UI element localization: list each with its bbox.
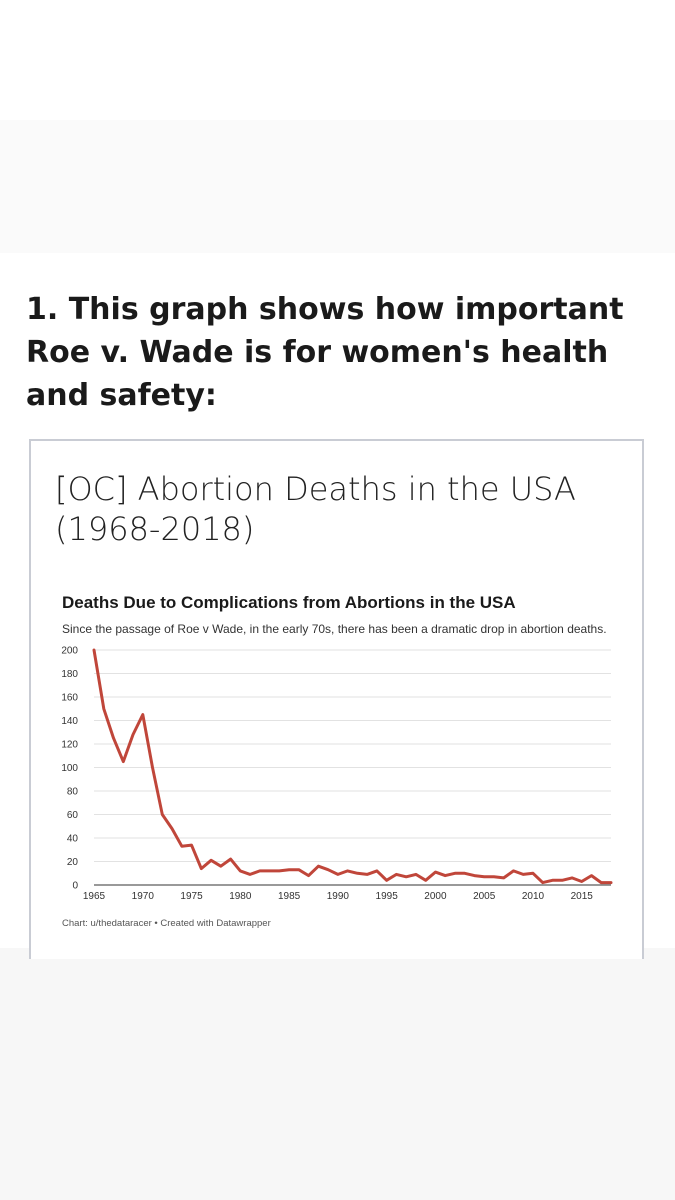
y-tick-label: 160 xyxy=(61,693,78,704)
data-point xyxy=(512,870,515,873)
data-point xyxy=(473,874,476,877)
chart-subtitle: Since the passage of Roe v Wade, in the … xyxy=(62,622,607,636)
data-point xyxy=(580,880,583,883)
data-point xyxy=(502,877,505,880)
data-point xyxy=(561,879,564,882)
mid-background xyxy=(0,120,675,253)
data-point xyxy=(385,879,388,882)
data-point xyxy=(288,868,291,871)
grid-lines xyxy=(94,649,611,886)
top-background xyxy=(0,0,675,120)
x-tick-label: 1975 xyxy=(180,891,203,902)
data-point xyxy=(522,873,525,876)
data-point xyxy=(190,844,193,847)
data-point xyxy=(424,879,427,882)
data-point xyxy=(249,873,252,876)
data-point xyxy=(395,873,398,876)
chart-title: Deaths Due to Complications from Abortio… xyxy=(62,593,516,612)
x-tick-label: 1965 xyxy=(83,891,106,902)
series xyxy=(92,648,613,885)
data-point xyxy=(141,713,144,716)
x-tick-label: 2015 xyxy=(571,891,594,902)
data-point xyxy=(415,873,418,876)
x-tick-label: 1985 xyxy=(278,891,301,902)
data-point xyxy=(600,881,603,884)
post-card: [OC] Abortion Deaths in the USA (1968-20… xyxy=(29,439,644,959)
data-point xyxy=(161,813,164,816)
data-point xyxy=(297,868,300,871)
x-tick-label: 1980 xyxy=(229,891,252,902)
y-tick-label: 40 xyxy=(67,834,79,845)
data-point xyxy=(551,879,554,882)
data-point xyxy=(317,865,320,868)
data-point xyxy=(151,766,154,769)
headline: 1. This graph shows how important Roe v.… xyxy=(26,292,624,413)
data-point xyxy=(610,881,613,884)
data-point xyxy=(239,870,242,873)
data-point xyxy=(210,859,213,862)
x-tick-label: 2000 xyxy=(424,891,447,902)
data-point xyxy=(229,858,232,861)
data-point xyxy=(590,874,593,877)
y-tick-label: 120 xyxy=(61,740,78,751)
data-point xyxy=(102,707,105,710)
data-point xyxy=(541,881,544,884)
data-point xyxy=(327,868,330,871)
data-point xyxy=(307,874,310,877)
bottom-background xyxy=(0,948,675,1200)
data-point xyxy=(454,872,457,875)
x-tick-label: 1990 xyxy=(327,891,350,902)
data-point xyxy=(366,873,369,876)
data-point xyxy=(258,870,261,873)
data-point xyxy=(532,872,535,875)
x-tick-label: 1995 xyxy=(376,891,399,902)
data-point xyxy=(346,870,349,873)
data-point xyxy=(376,870,379,873)
data-point xyxy=(171,827,174,830)
y-tick-label: 180 xyxy=(61,669,78,680)
data-point xyxy=(112,737,115,740)
data-point xyxy=(132,733,135,736)
x-tick-label: 2010 xyxy=(522,891,545,902)
y-tick-label: 60 xyxy=(67,810,79,821)
data-point xyxy=(278,870,281,873)
data-point xyxy=(434,871,437,874)
data-point xyxy=(337,873,340,876)
line-chart: 0 20 40 60 80 100 120 140 160 180 200 1965 1970 1975… xyxy=(61,646,613,902)
data-point xyxy=(444,874,447,877)
data-point xyxy=(180,845,183,848)
data-point xyxy=(463,872,466,875)
data-point xyxy=(93,649,96,652)
y-tick-label: 20 xyxy=(67,857,79,868)
chart-source: Chart: u/thedataracer • Created with Dat… xyxy=(62,918,271,929)
y-tick-label: 200 xyxy=(61,646,78,657)
x-tick-label: 2005 xyxy=(473,891,496,902)
x-tick-label: 1970 xyxy=(132,891,155,902)
post-title: [OC] Abortion Deaths in the USA (1968-20… xyxy=(55,470,576,548)
data-point xyxy=(200,867,203,870)
y-tick-label: 0 xyxy=(72,881,78,892)
data-point xyxy=(493,875,496,878)
x-axis-ticks: 1965 1970 1975 1980 1985 1990 1995 2000 2005 2010… xyxy=(83,891,593,902)
y-tick-label: 80 xyxy=(67,787,79,798)
data-point xyxy=(571,877,574,880)
series-line xyxy=(92,648,613,885)
data-point xyxy=(122,760,125,763)
data-point xyxy=(356,872,359,875)
data-point xyxy=(268,870,271,873)
y-tick-label: 140 xyxy=(61,716,78,727)
y-axis-ticks: 0 20 40 60 80 100 120 140 160 180 200 xyxy=(61,646,78,892)
data-point xyxy=(483,875,486,878)
data-point xyxy=(405,875,408,878)
data-point xyxy=(219,865,222,868)
y-tick-label: 100 xyxy=(61,763,78,774)
